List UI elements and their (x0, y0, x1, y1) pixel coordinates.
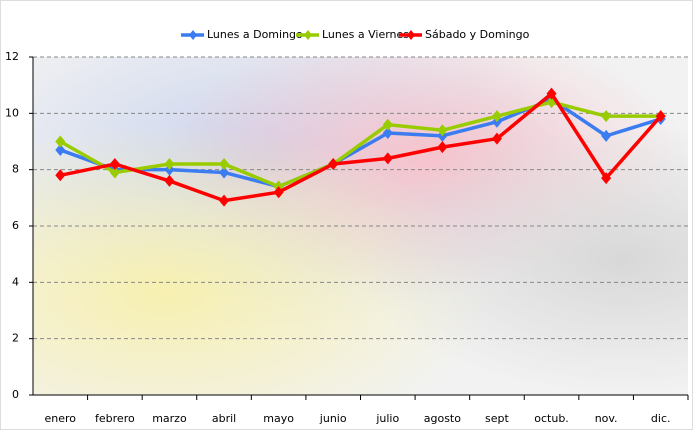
marker (437, 141, 448, 154)
marker (437, 124, 448, 137)
y-tick-label: 2 (12, 332, 19, 345)
legend-marker (189, 30, 197, 40)
marker (382, 152, 393, 165)
marker (382, 118, 393, 131)
x-tick-label: sept (485, 412, 509, 425)
x-tick-label: agosto (424, 412, 461, 425)
marker (219, 158, 230, 171)
marker (55, 169, 66, 182)
y-tick-label: 0 (12, 388, 19, 401)
x-tick-label: dic. (651, 412, 671, 425)
marker (601, 129, 612, 142)
y-tick-label: 4 (12, 275, 19, 288)
legend-label: Lunes a Domingo (207, 28, 303, 41)
x-tick-label: febrero (95, 412, 135, 425)
y-tick-label: 6 (12, 219, 19, 232)
marker (382, 127, 393, 140)
marker (273, 186, 284, 199)
x-tick-label: octub. (534, 412, 569, 425)
marker (328, 158, 339, 171)
marker (546, 87, 557, 100)
x-tick-label: nov. (595, 412, 618, 425)
marker (109, 158, 120, 171)
marker (164, 158, 175, 171)
x-tick-label: abril (212, 412, 236, 425)
y-tick-label: 8 (12, 163, 19, 176)
x-tick-label: julio (375, 412, 399, 425)
marker (219, 166, 230, 179)
legend-label: Lunes a Viernes (322, 28, 409, 41)
marker (601, 172, 612, 185)
marker (655, 110, 666, 123)
plot-background (33, 57, 688, 395)
x-tick-label: mayo (263, 412, 294, 425)
marker (491, 132, 502, 145)
y-tick-label: 10 (5, 106, 19, 119)
marker (55, 135, 66, 148)
marker (601, 110, 612, 123)
legend-marker (407, 30, 415, 40)
marker (491, 110, 502, 123)
marker (109, 166, 120, 179)
marker (219, 194, 230, 207)
legend-label: Sábado y Domingo (425, 28, 530, 41)
x-tick-label: junio (319, 412, 347, 425)
x-tick-label: enero (45, 412, 77, 425)
legend-marker (304, 30, 312, 40)
marker (55, 143, 66, 156)
y-tick-label: 12 (5, 50, 19, 63)
marker (164, 174, 175, 187)
series-line (59, 100, 661, 189)
x-tick-label: marzo (152, 412, 187, 425)
series-line (59, 91, 663, 203)
